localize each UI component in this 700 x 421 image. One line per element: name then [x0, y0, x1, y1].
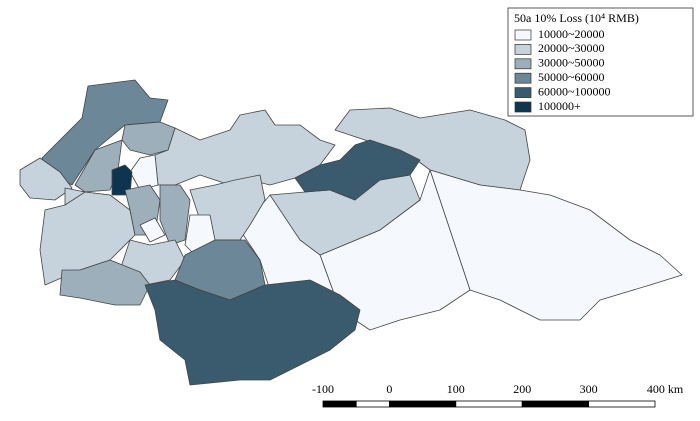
legend-swatch [514, 101, 532, 113]
legend-swatch [514, 44, 532, 55]
region [159, 184, 191, 246]
legend-label: 50000~60000 [538, 70, 605, 84]
region [111, 164, 133, 196]
scale-label: 100 [447, 382, 465, 396]
region [139, 217, 166, 243]
region [59, 259, 151, 306]
legend-swatch [514, 29, 532, 41]
legend-title: 50a 10% Loss (10⁴ RMB) [514, 11, 639, 25]
region [294, 139, 421, 201]
regions [19, 79, 683, 386]
scale-label: 0 [386, 382, 392, 396]
legend-label: 100000+ [538, 99, 581, 113]
legend-swatch [514, 72, 532, 84]
scale-label: 400 km [647, 382, 684, 396]
region [19, 157, 73, 201]
legend-swatch [514, 58, 532, 70]
scale-segment [388, 400, 457, 408]
legend-swatch [514, 87, 532, 98]
region [129, 154, 159, 191]
scale-segment [455, 400, 523, 408]
legend-box [507, 7, 694, 117]
region [121, 121, 176, 156]
region [144, 279, 361, 386]
scale-segment [588, 400, 656, 408]
scale-bar: -100 0 100 200 300 400 km [312, 382, 684, 408]
legend-label: 20000~30000 [538, 41, 605, 55]
scale-label: 200 [513, 382, 531, 396]
legend-label: 10000~20000 [538, 27, 605, 41]
scale-segment [355, 400, 390, 408]
legend-label: 30000~50000 [538, 56, 605, 70]
scale-label: -100 [312, 382, 334, 396]
legend-label: 60000~100000 [538, 84, 611, 98]
legend: 50a 10% Loss (10⁴ RMB) 10000~2000020000~… [507, 7, 694, 117]
region [154, 109, 336, 186]
region [429, 169, 683, 321]
scale-segment [322, 400, 357, 408]
scale-label: 300 [580, 382, 598, 396]
scale-segment [521, 400, 590, 408]
